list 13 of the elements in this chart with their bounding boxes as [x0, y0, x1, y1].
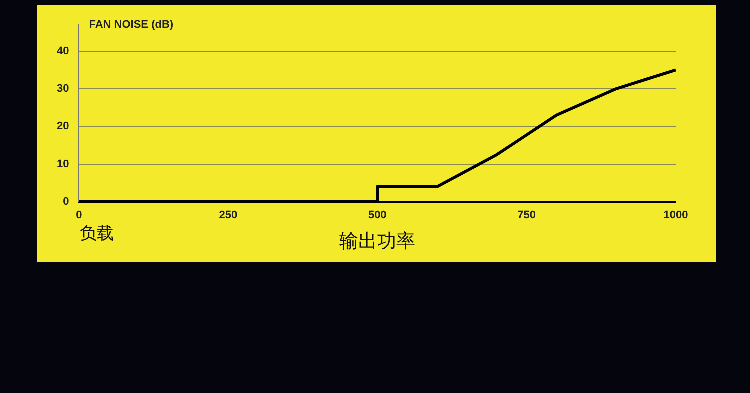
x-tick-label: 0	[76, 210, 82, 222]
y-tick-label: 40	[56, 45, 70, 58]
x-axis-title: 输出功率	[340, 230, 416, 253]
y-tick-label: 0	[63, 196, 70, 208]
y-tick-label: 10	[56, 158, 70, 170]
text: 负载	[80, 224, 114, 244]
y-tick-label: 20	[56, 120, 70, 133]
y-axis-title: FAN NOISE (dB)	[89, 19, 174, 32]
x-tick-label: 1000	[664, 210, 688, 222]
x-tick-label: 250	[219, 210, 238, 222]
x-tick-label: 500	[368, 210, 387, 222]
y-tick-label: 30	[56, 83, 70, 96]
x-tick-label: 750	[518, 210, 536, 222]
